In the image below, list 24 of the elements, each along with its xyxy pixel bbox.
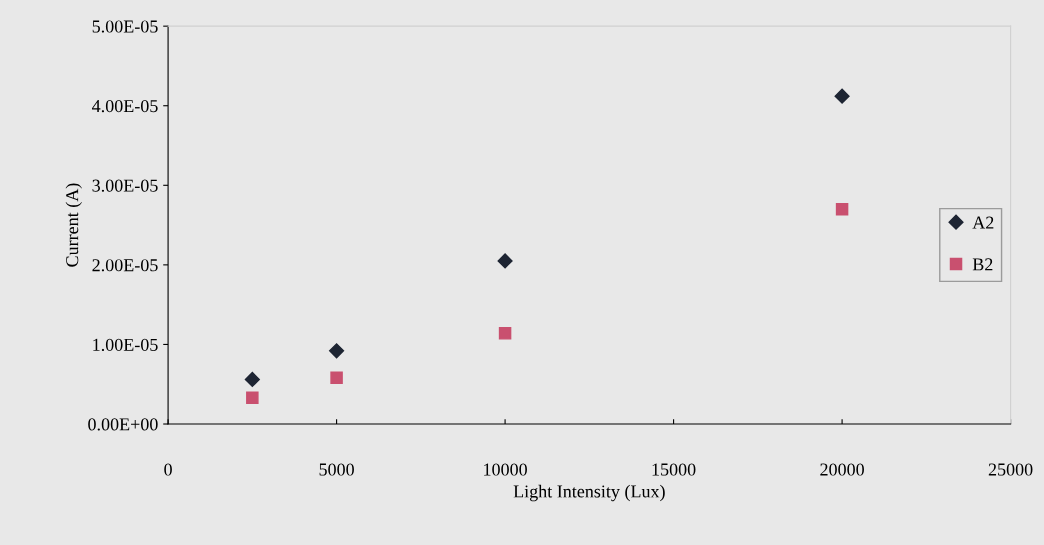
x-tick-label: 0 — [164, 463, 172, 476]
point — [498, 327, 512, 340]
point — [246, 391, 259, 405]
point — [330, 371, 343, 385]
y-axis-title: Current (A) — [65, 183, 82, 267]
x-tick-label: 25000 — [988, 463, 1033, 476]
x-tick-label: 10000 — [484, 463, 527, 476]
point — [244, 371, 260, 388]
x-tick-label: 5000 — [319, 463, 354, 476]
y-tick-label: 0.00E+00 — [88, 418, 158, 431]
point — [497, 253, 513, 269]
legend-label: A2 — [972, 216, 994, 229]
y-tick-label: 1.00E-05 — [93, 338, 158, 351]
legend-label: B2 — [972, 258, 993, 271]
x-tick-label: 15000 — [652, 463, 696, 476]
point — [835, 202, 849, 216]
x-axis-title: Light Intensity (Lux) — [513, 484, 665, 502]
y-tick-label: 4.00E-05 — [92, 99, 158, 113]
point — [329, 343, 345, 359]
point — [834, 88, 850, 104]
y-tick-label: 3.00E-05 — [92, 179, 158, 192]
x-tick-label: 20000 — [820, 463, 864, 476]
y-tick-label: 2.00E-05 — [92, 259, 158, 272]
y-tick-label: 5.00E-05 — [92, 20, 158, 33]
